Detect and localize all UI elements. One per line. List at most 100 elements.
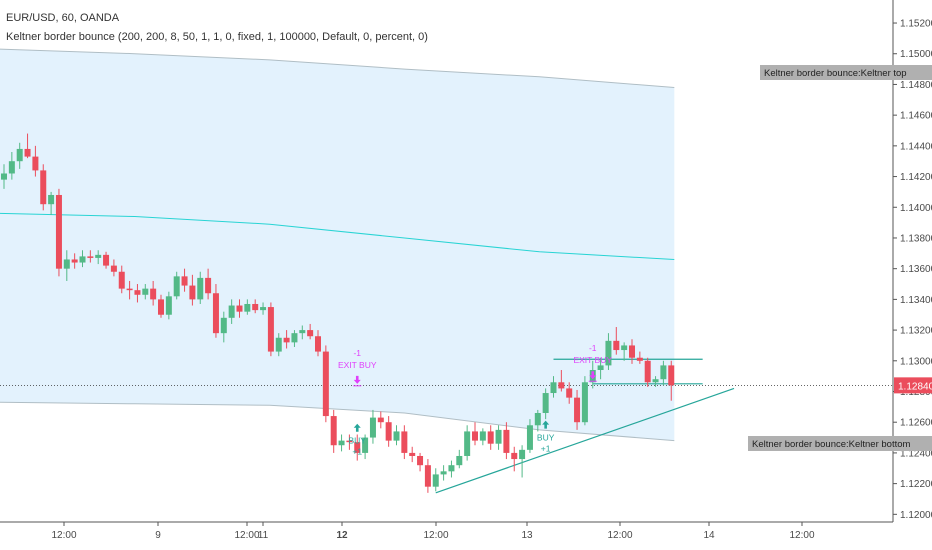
candle bbox=[338, 434, 345, 452]
candle-body bbox=[385, 422, 392, 441]
candle-body bbox=[142, 288, 149, 295]
candle bbox=[197, 271, 204, 304]
candle-body bbox=[126, 288, 133, 291]
candle-body bbox=[118, 271, 125, 289]
candle-body bbox=[275, 337, 282, 352]
candle bbox=[103, 251, 110, 269]
candle bbox=[346, 434, 353, 450]
candle bbox=[511, 446, 518, 472]
candle-body bbox=[495, 429, 502, 444]
candle bbox=[150, 280, 157, 306]
down-arrow-icon bbox=[589, 371, 597, 380]
candle-body bbox=[87, 256, 94, 258]
candle bbox=[464, 425, 471, 461]
keltner-mid-line bbox=[0, 212, 675, 260]
candle-body bbox=[283, 337, 290, 343]
signal-label: EXIT BUY bbox=[338, 360, 377, 370]
candle-body bbox=[181, 276, 188, 286]
candle bbox=[32, 145, 39, 177]
keltner-bottom-line bbox=[0, 401, 675, 442]
candle bbox=[652, 376, 659, 387]
candle-body bbox=[644, 360, 651, 383]
candle bbox=[71, 253, 78, 269]
candle bbox=[158, 294, 164, 318]
candle bbox=[322, 345, 329, 423]
candle bbox=[636, 351, 643, 364]
candle-body bbox=[636, 357, 643, 361]
candle-body bbox=[1, 173, 7, 180]
current-price-label: 1.12840 bbox=[898, 381, 932, 392]
candle-body bbox=[377, 417, 384, 423]
candle bbox=[8, 151, 15, 180]
candle bbox=[621, 342, 628, 361]
candle bbox=[613, 327, 620, 355]
candle-body bbox=[550, 382, 557, 394]
candle-body bbox=[660, 365, 667, 380]
candle-body bbox=[315, 336, 321, 352]
band-label-bg bbox=[748, 436, 932, 451]
x-tick-label: 14 bbox=[703, 530, 715, 541]
candle bbox=[644, 357, 651, 387]
chart-title: EUR/USD, 60, OANDA bbox=[6, 12, 120, 24]
y-tick-label: 1.15200 bbox=[900, 19, 932, 30]
signal-label: -1 bbox=[589, 343, 597, 353]
candle bbox=[24, 133, 31, 159]
candle bbox=[87, 250, 94, 263]
candle-body bbox=[220, 317, 227, 334]
y-tick-label: 1.14600 bbox=[900, 111, 932, 122]
candle bbox=[448, 460, 455, 478]
candle-body bbox=[613, 340, 620, 351]
candle-body bbox=[362, 437, 369, 453]
y-tick-label: 1.13600 bbox=[900, 264, 932, 275]
candle-body bbox=[110, 265, 117, 272]
candle bbox=[534, 409, 541, 432]
candle-body bbox=[472, 431, 478, 441]
candle-body bbox=[652, 379, 659, 383]
candle-body bbox=[448, 465, 455, 472]
candle bbox=[487, 425, 494, 450]
candle bbox=[440, 465, 447, 481]
candle bbox=[424, 459, 431, 493]
candle bbox=[597, 357, 604, 380]
candle bbox=[299, 325, 306, 340]
candle bbox=[362, 434, 369, 460]
candle-body bbox=[228, 305, 235, 318]
candle bbox=[432, 468, 439, 492]
candle bbox=[526, 419, 533, 453]
candle-body bbox=[173, 276, 180, 297]
candle bbox=[330, 409, 337, 453]
candle-body bbox=[479, 431, 486, 441]
candle-body bbox=[503, 429, 510, 453]
candle bbox=[252, 299, 259, 314]
exit-signal: -1 EXIT BUY bbox=[573, 343, 612, 382]
candle bbox=[118, 265, 125, 294]
candle-body bbox=[134, 290, 141, 295]
candle-body bbox=[71, 259, 78, 263]
candle-body bbox=[63, 259, 70, 269]
candle-body bbox=[629, 345, 635, 358]
candle-body bbox=[40, 170, 47, 205]
candle-body bbox=[267, 307, 274, 352]
x-tick-label: 12 bbox=[336, 530, 348, 541]
candle bbox=[369, 409, 376, 444]
candle-body bbox=[534, 412, 541, 426]
y-tick-label: 1.12000 bbox=[900, 510, 932, 521]
candle bbox=[472, 422, 478, 446]
x-tick-label: 13 bbox=[521, 530, 533, 541]
candle-body bbox=[424, 465, 431, 487]
candle-body bbox=[605, 340, 612, 366]
candle-body bbox=[197, 277, 204, 300]
candle-body bbox=[417, 455, 424, 466]
candle-body bbox=[338, 440, 345, 446]
candle bbox=[48, 191, 55, 215]
candle-body bbox=[432, 474, 439, 487]
band-label-bg bbox=[760, 65, 932, 80]
candle bbox=[354, 434, 361, 461]
candle bbox=[581, 376, 588, 426]
candle bbox=[519, 445, 526, 478]
x-tick-label: 12:00 bbox=[607, 530, 632, 541]
candle-body bbox=[393, 431, 400, 441]
exit-signal: -1 EXIT BUY bbox=[338, 348, 377, 387]
